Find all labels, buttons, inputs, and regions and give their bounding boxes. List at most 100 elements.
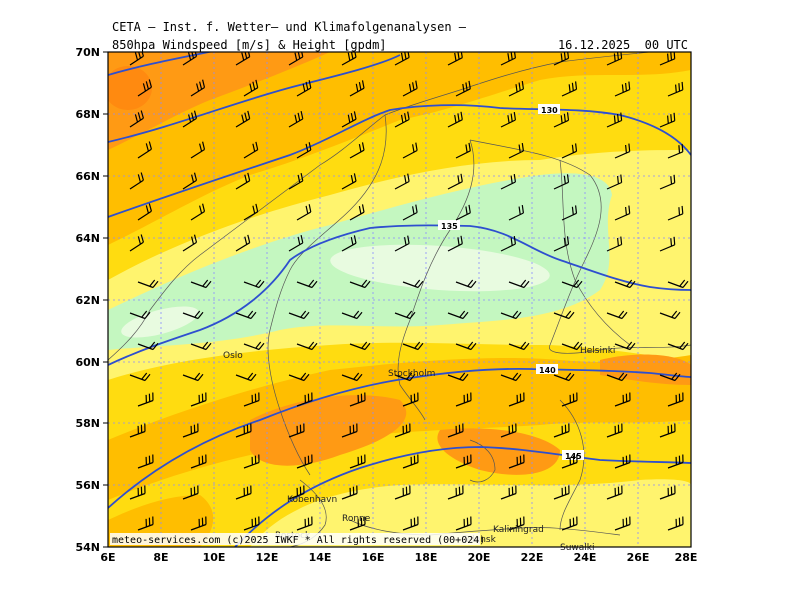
contour-label-140: 140 [539, 366, 556, 375]
contour-label-bg [562, 450, 584, 460]
wind-barb [349, 341, 371, 351]
wind-barb [659, 485, 676, 500]
contour-label-bg [536, 364, 558, 374]
wind-barb [129, 110, 144, 128]
chart-header: CETA – Inst. f. Wetter– und Klimafolgena… [112, 20, 467, 34]
wind-barb [235, 372, 257, 382]
lat-label-70n: 70N [75, 46, 100, 59]
wind-barb [508, 279, 530, 289]
coast-norway [108, 52, 651, 361]
wind-barb [500, 174, 516, 190]
wind-barb [447, 235, 463, 252]
wind-barb [402, 516, 419, 531]
wind-barb [508, 143, 524, 159]
lon-label-26e: 26E [627, 551, 650, 564]
wind-barb [394, 235, 410, 252]
border-finland-sweden [559, 159, 631, 346]
contour-125 [108, 52, 214, 76]
border-norway-sweden [267, 114, 387, 476]
wind-barb [508, 81, 524, 97]
wind-barb [667, 516, 684, 531]
lon-label-22e: 22E [521, 551, 544, 564]
wind-barb [349, 516, 366, 531]
wind-barb [190, 392, 207, 407]
wind-barb [667, 341, 689, 351]
wind-barb [455, 516, 472, 531]
wind-barb [447, 173, 463, 190]
wind-barb [243, 454, 260, 469]
wind-barb [349, 392, 366, 407]
lon-label-14e: 14E [309, 551, 332, 564]
wind-barb [659, 174, 676, 190]
wind-barb [296, 341, 318, 351]
wind-barb [561, 81, 578, 97]
wind-barb [349, 279, 371, 289]
wind-barb [447, 310, 469, 320]
graticule [108, 52, 691, 547]
wind-barb [129, 310, 151, 320]
wind-barb [614, 205, 631, 221]
wind-barb [341, 111, 357, 128]
lon-label-20e: 20E [468, 551, 491, 564]
wind-band-amber-north [108, 52, 691, 245]
wind-barb [606, 372, 628, 382]
wind-barb [296, 516, 313, 531]
wind-barb [614, 279, 636, 289]
wind-barb [137, 279, 159, 289]
wind-barb [394, 310, 416, 320]
wind-barb [500, 423, 517, 438]
wind-barb [243, 203, 259, 221]
wind-barb [606, 310, 628, 320]
wind-barb [614, 81, 631, 97]
wind-barb [129, 423, 146, 438]
city-oslo: Oslo [223, 351, 243, 361]
lon-label-24e: 24E [574, 551, 597, 564]
wind-barb [182, 423, 199, 438]
wind-barb [394, 111, 410, 128]
wind-barb [561, 341, 583, 351]
contour-130 [108, 104, 691, 218]
lon-label-28e: 28E [675, 551, 698, 564]
wind-barb [235, 485, 252, 500]
wind-barb [190, 516, 207, 531]
wind-barb [553, 112, 570, 128]
wind-barb [500, 310, 522, 320]
wind-barb [137, 392, 154, 407]
wind-barb [288, 172, 304, 190]
wind-barb [137, 341, 159, 351]
wind-barb [447, 423, 464, 438]
footer-bg [110, 533, 480, 545]
wind-barb [455, 279, 477, 289]
map-date: 16.12.2025 00 UTC [557, 38, 688, 52]
coast-south-baltic [349, 519, 621, 536]
coast-finland [469, 139, 691, 354]
wind-barb [137, 516, 154, 531]
wind-barb [341, 173, 357, 190]
lon-label-10e: 10E [203, 551, 226, 564]
wind-barb [553, 236, 570, 252]
wind-barb [394, 173, 410, 190]
coast-gotland [469, 439, 496, 483]
wind-core-light-green-west [121, 306, 199, 338]
wind-barb [190, 203, 206, 221]
wind-barb [190, 279, 212, 289]
wind-barb [553, 52, 570, 66]
wind-barb [659, 423, 676, 438]
wind-barb [447, 485, 464, 500]
wind-barb [500, 236, 516, 252]
axis-ticks [103, 51, 108, 548]
wind-barb [235, 110, 251, 128]
lon-label-6e: 6E [100, 551, 115, 564]
city-ronne: Ronne [342, 514, 371, 524]
lat-label-66n: 66N [75, 170, 100, 183]
wind-barb [341, 485, 358, 500]
lat-label-58n: 58N [75, 417, 100, 430]
wind-barb [447, 52, 463, 66]
wind-barb [667, 279, 689, 289]
wind-barb [182, 110, 198, 128]
copyright-text: meteo-services.com (c)2025 IWKF * All ri… [112, 535, 485, 546]
lat-label-60n: 60N [75, 356, 100, 369]
wind-barb [296, 142, 312, 159]
city-helsinki: Helsinki [580, 346, 615, 356]
wind-barb [667, 143, 684, 159]
